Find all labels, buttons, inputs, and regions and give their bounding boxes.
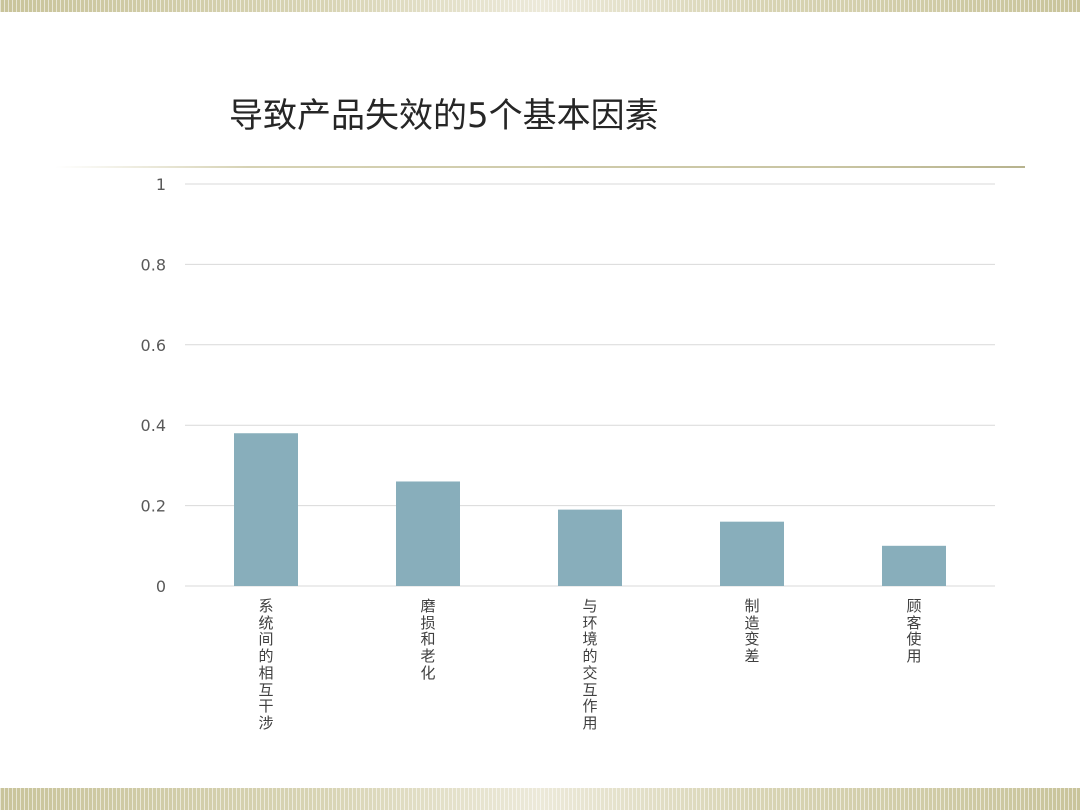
title-divider — [55, 166, 1025, 168]
y-tick-label: 0.8 — [141, 255, 166, 274]
x-category-label: 磨损和老化 — [420, 597, 436, 682]
bottom-decorative-band — [0, 788, 1080, 810]
y-tick-label: 0.4 — [141, 416, 166, 435]
bar — [396, 481, 460, 586]
x-category-label: 制造变差 — [744, 597, 760, 666]
bar — [234, 433, 298, 586]
y-tick-label: 1 — [156, 175, 166, 194]
x-category-label: 系统间的相互干涉 — [258, 597, 274, 732]
top-decorative-band — [0, 0, 1080, 12]
y-tick-label: 0 — [156, 577, 166, 596]
x-category-label: 与环境的交互作用 — [582, 597, 598, 732]
bar — [720, 521, 784, 586]
y-axis-tick-labels: 0 0.2 0.4 0.6 0.8 1 — [141, 175, 166, 596]
y-tick-label: 0.2 — [141, 497, 166, 516]
bar — [882, 545, 946, 586]
bars — [234, 433, 946, 586]
slide-title: 导致产品失效的5个基本因素 — [229, 96, 659, 136]
bar-chart: 0 0.2 0.4 0.6 0.8 1 — [141, 175, 995, 596]
x-category-label: 顾客使用 — [906, 597, 922, 666]
bar — [558, 509, 622, 586]
y-tick-label: 0.6 — [141, 336, 166, 355]
